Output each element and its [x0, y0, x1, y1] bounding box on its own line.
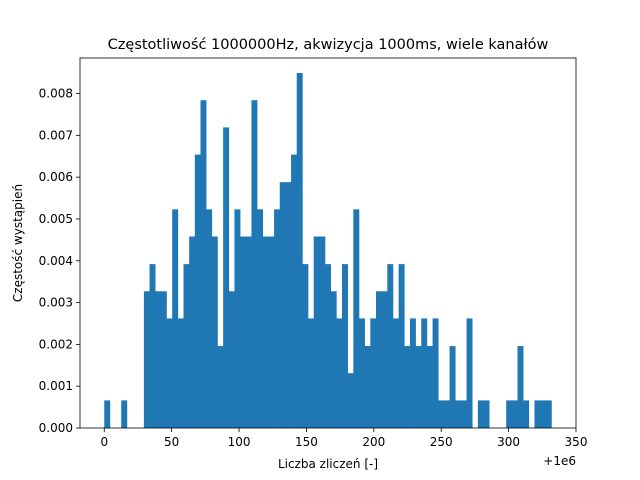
- histogram-bar: [523, 400, 530, 428]
- histogram-bar: [223, 127, 230, 429]
- histogram-bar: [483, 400, 490, 428]
- histogram-bar: [426, 346, 433, 428]
- histogram-bar: [438, 400, 445, 428]
- histogram-bar: [279, 182, 286, 428]
- y-tick-label: 0.005: [39, 212, 73, 226]
- histogram-bar: [211, 236, 218, 428]
- histogram-bar: [302, 264, 309, 428]
- histogram-bar: [268, 236, 275, 428]
- histogram-bar: [443, 400, 450, 428]
- histogram-bar: [540, 400, 547, 428]
- y-tick-label: 0.008: [39, 87, 73, 101]
- y-tick-label: 0.004: [39, 254, 73, 268]
- histogram-bar: [121, 400, 128, 428]
- histogram-bar: [104, 400, 111, 428]
- histogram-bar: [375, 291, 382, 428]
- histogram-bar: [217, 346, 224, 428]
- histogram-bar: [166, 318, 173, 428]
- histogram-bar: [336, 318, 343, 428]
- histogram-bar: [432, 318, 439, 428]
- histogram-bar: [234, 209, 241, 428]
- chart-title: Częstotliwość 1000000Hz, akwizycja 1000m…: [108, 37, 549, 53]
- y-tick-label: 0.003: [39, 296, 73, 310]
- histogram-bar: [415, 346, 422, 428]
- histogram-bar: [172, 209, 179, 428]
- histogram-bar: [359, 318, 365, 428]
- histogram-bar: [330, 291, 337, 428]
- histogram-bar: [370, 318, 377, 428]
- y-tick-label: 0.002: [39, 337, 73, 351]
- x-tick-label: 0: [100, 435, 108, 449]
- bars-group: [104, 73, 552, 429]
- histogram-bar: [319, 236, 326, 428]
- x-tick-label: 100: [228, 435, 251, 449]
- histogram-bar: [466, 318, 473, 428]
- x-tick-label: 50: [164, 435, 179, 449]
- histogram-bar: [245, 236, 252, 428]
- histogram-bar: [251, 100, 258, 429]
- histogram-bar: [194, 154, 201, 428]
- histogram-bar: [274, 209, 281, 428]
- histogram-bar: [387, 264, 394, 428]
- histogram-bar: [183, 264, 190, 428]
- plot-frame: [79, 57, 577, 429]
- histogram-bar: [511, 400, 518, 428]
- histogram-bar: [364, 346, 371, 428]
- y-axis-label: Częstość wystąpień: [11, 184, 25, 302]
- y-tick-label: 0.006: [39, 170, 73, 184]
- histogram-bar: [308, 318, 315, 428]
- x-tick-label: 350: [565, 435, 588, 449]
- histogram-bar: [262, 236, 269, 428]
- x-axis-label: Liczba zliczeń [-]: [278, 457, 378, 471]
- x-tick-label: 150: [295, 435, 318, 449]
- histogram-bar: [313, 236, 320, 428]
- histogram-bar: [534, 400, 541, 428]
- histogram-bar: [409, 318, 416, 428]
- histogram-bar: [404, 346, 411, 428]
- histogram-bar: [398, 264, 405, 428]
- y-tick-label: 0.001: [39, 379, 73, 393]
- histogram-bar: [455, 400, 462, 428]
- y-tick-label: 0.007: [39, 128, 73, 142]
- histogram-bar: [177, 318, 184, 428]
- histogram-bar: [143, 291, 150, 428]
- histogram-bar: [477, 400, 484, 428]
- histogram-bar: [155, 291, 162, 428]
- histogram-bar: [296, 73, 303, 429]
- histogram-bar: [545, 400, 552, 428]
- histogram-bar: [206, 209, 213, 428]
- y-axis-ticks: 0.000 0.001 0.002 0.003 0.004 0.005 0.006 0.007…: [39, 87, 80, 435]
- histogram-bar: [291, 154, 298, 428]
- y-tick-label: 0.000: [39, 421, 73, 435]
- histogram-bar: [285, 182, 292, 428]
- x-tick-label: 200: [362, 435, 385, 449]
- histogram-bar: [325, 264, 331, 428]
- x-tick-label: 300: [497, 435, 520, 449]
- histogram-bar: [342, 264, 348, 428]
- histogram-bar: [353, 209, 360, 428]
- histogram-bar: [189, 236, 196, 428]
- histogram-bar: [421, 318, 428, 428]
- histogram-bar: [460, 400, 467, 428]
- histogram-bar: [228, 291, 235, 428]
- histogram-bar: [347, 373, 354, 428]
- histogram-bar: [449, 346, 456, 428]
- histogram-bar: [149, 264, 156, 428]
- histogram-bar: [392, 318, 399, 428]
- histogram-bar: [240, 236, 247, 428]
- x-axis-ticks: 0 50 100 150 200 250 300 350: [100, 428, 587, 449]
- x-axis-offset-label: +1e6: [543, 454, 576, 468]
- histogram-bar: [160, 291, 167, 428]
- histogram-bar: [200, 100, 207, 429]
- x-tick-label: 250: [430, 435, 453, 449]
- histogram-bar: [506, 400, 513, 428]
- histogram-bar: [257, 209, 264, 428]
- histogram-bar: [517, 346, 524, 428]
- histogram-bar: [381, 291, 388, 428]
